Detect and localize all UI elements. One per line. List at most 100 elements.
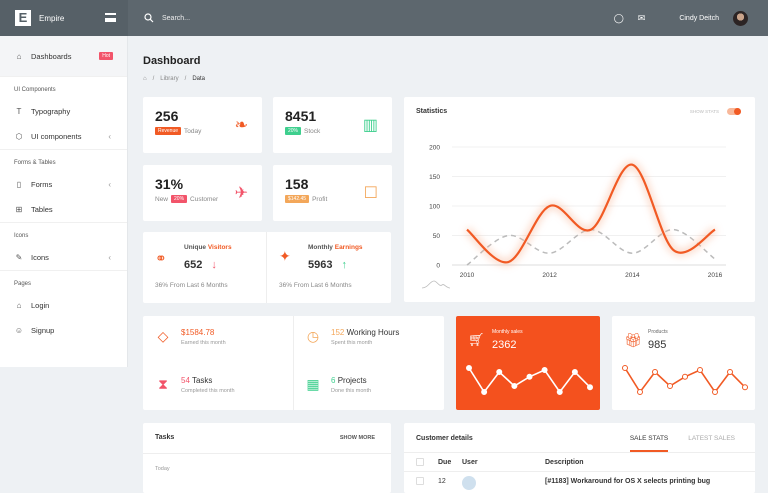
clipboard-icon: ▯ (16, 180, 22, 189)
row-due: 12 (438, 478, 446, 485)
metric-item: ◷ 152 Working Hours Spent this month (305, 328, 399, 346)
y-tick-label: 0 (436, 263, 440, 270)
breadcrumb-library[interactable]: Library (160, 76, 179, 82)
sidebar-item-label: Icons (31, 253, 49, 262)
user-icon: ☺ (14, 326, 24, 335)
sidebar-item-label: Login (31, 301, 50, 310)
user-name[interactable]: Cindy Deitch (679, 14, 719, 22)
sparkline-line (468, 367, 591, 394)
metric-label: Working Hours (346, 328, 400, 337)
text-icon: T (16, 107, 22, 116)
sidebar-item-login[interactable]: ⌂ Login (0, 293, 127, 318)
users-icon: ⚭ (155, 250, 167, 266)
metric-sub: Done this month (331, 388, 372, 394)
earnings-label-accent: Earnings (334, 244, 363, 251)
statistics-card: Statistics SHOW STATS 0 50 100 150 200 2010 20… (404, 97, 755, 302)
earnings-note: 36% From Last 6 Months (279, 282, 352, 289)
sidebar-section-label: Forms & Tables (0, 149, 127, 172)
stat-prefix: New (155, 195, 169, 203)
stat-badge: 20% (171, 195, 188, 203)
sidebar-item-label: Forms (31, 180, 53, 189)
stat-value: 8451 (285, 108, 317, 124)
chevron-left-icon: ‹ (108, 253, 111, 262)
metric-item: ◇ $1584.78 Earned this month (155, 328, 226, 346)
breadcrumb-data: Data (192, 76, 205, 82)
search-input[interactable]: Search... (162, 14, 191, 22)
search-icon (144, 13, 154, 23)
sparkline-point (712, 389, 718, 395)
show-more-button[interactable]: SHOW MORE (339, 435, 375, 441)
metric-value: 6 (331, 376, 336, 385)
metric-sub: Spent this month (331, 340, 373, 346)
metric-sub: Completed this month (181, 388, 235, 394)
metric-label: Tasks (191, 376, 213, 385)
hot-badge: Hot (99, 52, 113, 60)
sidebar-item-icons[interactable]: ✎ Icons ‹ (0, 245, 127, 270)
rocket-icon: ✈ (234, 185, 248, 202)
row-description[interactable]: [#1183] Workaround for OS X selects prin… (545, 478, 711, 485)
cart-icon: ☐ (363, 185, 378, 202)
series-line (466, 163, 716, 264)
sparkline-line (624, 367, 746, 394)
sidebar-item-signup[interactable]: ☺ Signup (0, 318, 127, 343)
row-user-avatar (462, 476, 476, 490)
sidebar-item-label: Typography (31, 107, 71, 116)
stat-label: Stock (304, 127, 321, 135)
page-title: Dashboard (143, 55, 201, 67)
leaf-icon: ❧ (234, 117, 248, 134)
home-icon[interactable]: ⌂ (143, 76, 147, 82)
stat-card: 256 Revenue Today ❧ (143, 97, 262, 153)
column-description: Description (545, 459, 584, 466)
clock-icon: ◷ (306, 328, 320, 344)
sparkline-point (511, 383, 518, 389)
monthly-sales-card: 🛒︎ Monthly sales 2362 (456, 316, 600, 410)
sidebar-section-label: Pages (0, 270, 127, 293)
sidebar-item-forms[interactable]: ▯ Forms ‹ (0, 172, 127, 197)
sidebar-item-tables[interactable]: ⊞ Tables (0, 197, 127, 222)
monthly-sales-sparkline (466, 365, 593, 395)
visitors-value: 652 (184, 259, 203, 271)
brand[interactable]: E Empire (0, 0, 128, 36)
sidebar-item-dashboards[interactable]: ⌂ Dashboards Hot (0, 36, 127, 76)
stat-label: Profit (312, 195, 328, 203)
tasks-group-label: Today (155, 466, 170, 472)
x-tick-label: 2010 (460, 272, 475, 279)
sparkline-point (466, 365, 472, 371)
sparkline-point (571, 369, 578, 375)
diamond-icon: ◇ (157, 328, 169, 344)
sparkline-point (622, 365, 628, 371)
sidebar: ⌂ Dashboards Hot UI Components T Typography ⬡ U… (0, 36, 128, 367)
row-checkbox[interactable] (416, 477, 424, 485)
search-box[interactable]: Search... (144, 13, 190, 23)
sparkline-point (652, 369, 658, 375)
metric-item: ⧗ 54 Tasks Completed this month (155, 376, 235, 394)
sparkline-point (697, 367, 703, 373)
home-icon: ⌂ (16, 51, 22, 61)
stat-badge: Revenue (155, 127, 182, 135)
sidebar-item-ui-components[interactable]: ⬡ UI components ‹ (0, 124, 127, 149)
tab-latest-sales[interactable]: LATEST SALES (688, 435, 735, 442)
bulb-icon[interactable]: ◯ (613, 12, 624, 23)
arrow-up-icon: ↑ (341, 259, 348, 271)
mini-chart-icon (421, 280, 451, 289)
avatar[interactable] (733, 10, 748, 26)
hourglass-icon: ⧗ (158, 376, 168, 392)
menu-icon[interactable] (105, 13, 116, 22)
visitors-earnings-card: ⚭ Unique Visitors 652 ↓ 36% From Last 6 … (143, 232, 391, 303)
top-bar: E Empire Search... ◯ ✉ Cindy Deitch (0, 0, 768, 36)
sparkline-point (526, 373, 533, 380)
toggle-label: SHOW STATS (689, 109, 719, 114)
tab-sale-stats[interactable]: SALE STATS (629, 435, 669, 452)
grid-icon: ⊞ (15, 205, 23, 214)
sidebar-item-typography[interactable]: T Typography (0, 99, 127, 124)
bar-chart-icon: ▥ (362, 117, 378, 134)
sidebar-section-label: Icons (0, 222, 127, 245)
metric-sub: Earned this month (181, 340, 226, 346)
sparkline-point (541, 367, 548, 373)
gift-icon: 🎁︎ (624, 332, 642, 348)
select-all-checkbox[interactable] (416, 458, 424, 466)
x-tick-label: 2016 (708, 272, 723, 279)
mail-icon[interactable]: ✉ (637, 12, 646, 23)
show-stats-toggle[interactable] (727, 108, 741, 115)
stat-label: Today (184, 127, 202, 135)
